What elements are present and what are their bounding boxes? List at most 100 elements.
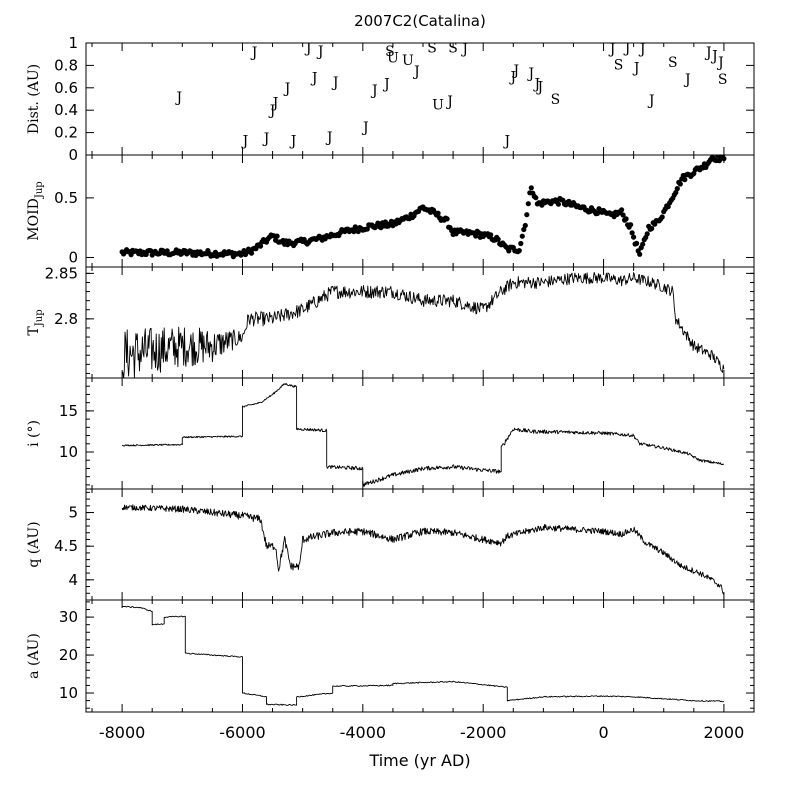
moid-point: [619, 207, 625, 213]
moid-point: [659, 214, 665, 220]
moid-point: [364, 226, 370, 232]
moid-point: [516, 248, 522, 254]
y-tick-label: 0.2: [54, 124, 78, 142]
moid-point: [649, 225, 655, 232]
moid-point: [524, 212, 530, 218]
encounter-J: J: [508, 70, 516, 86]
panel-tjup: 2.8 2.85 TJup: [26, 264, 755, 379]
y-axis-label: q (AU): [26, 521, 42, 567]
x-tick-label: -4000: [340, 723, 387, 742]
series-line-incl: [121, 383, 724, 487]
y-axis-label-subscript: Jup: [34, 181, 45, 199]
x-axis-label: Time (yr AD): [368, 751, 470, 770]
panel-frame: [85, 599, 755, 713]
encounter-J: J: [174, 90, 182, 106]
chart-title: 2007C2(Catalina): [354, 12, 486, 30]
moid-point: [522, 222, 528, 229]
y-axis-label: Dist. (AU): [26, 64, 42, 134]
moid-point: [721, 156, 727, 162]
encounter-J: J: [304, 40, 312, 56]
encounter-S: S: [614, 57, 624, 73]
moid-point: [555, 201, 562, 207]
moid-point: [637, 251, 643, 257]
encounter-S: S: [551, 92, 561, 108]
x-axis: -8000 -6000 -4000 -2000 0 2000: [99, 723, 744, 742]
panel-frame: [85, 377, 755, 490]
moid-point: [164, 248, 170, 254]
y-tick-label: 0.8: [54, 56, 78, 74]
encounter-J: J: [316, 44, 324, 60]
x-tick-label: -2000: [460, 723, 507, 742]
y-tick-label: 0.5: [54, 189, 78, 207]
moid-point: [623, 216, 629, 222]
y-tick-label: 0.6: [54, 79, 78, 97]
data-a: [122, 605, 725, 706]
encounter-J: J: [361, 120, 369, 136]
encounter-J: J: [241, 133, 249, 149]
moid-point: [674, 186, 680, 192]
panel-incl: 10 15 i (°): [26, 377, 755, 490]
encounter-J: J: [533, 76, 541, 92]
encounter-J: J: [370, 83, 378, 99]
y-tick-label: 15: [59, 402, 78, 420]
y-axis-label: i (°): [26, 420, 42, 447]
data-incl: [121, 383, 724, 487]
encounter-J: J: [647, 93, 655, 109]
encounter-S: S: [448, 40, 458, 56]
moid-point: [518, 240, 524, 247]
encounter-J: J: [716, 55, 724, 71]
encounter-J: J: [632, 61, 640, 77]
y-tick-label: 4: [68, 571, 78, 589]
encounter-J: J: [623, 40, 631, 56]
encounter-J: J: [638, 42, 646, 58]
moid-point: [677, 181, 683, 187]
x-tick-label: 0: [598, 723, 608, 742]
y-tick-label: 30: [59, 608, 78, 626]
moid-point: [631, 234, 637, 240]
y-tick-label: 1: [68, 34, 78, 52]
moid-point: [257, 243, 264, 249]
series-line-a: [122, 605, 725, 706]
moid-point: [473, 233, 479, 239]
encounter-J: J: [536, 80, 544, 96]
moid-point: [682, 177, 688, 183]
encounter-J: J: [460, 42, 468, 58]
y-axis-label: MOIDJup: [26, 181, 45, 240]
encounter-S: S: [668, 55, 678, 71]
y-tick-label: 2.85: [45, 264, 78, 282]
encounter-J: J: [382, 76, 390, 92]
encounter-S: S: [427, 40, 437, 56]
y-axis-label-subscript: Jup: [34, 309, 45, 327]
encounter-J: J: [445, 94, 453, 110]
panel-a: 10 20 30 a (AU): [26, 599, 755, 713]
encounter-J: J: [608, 42, 616, 58]
encounter-J: J: [710, 48, 718, 64]
encounter-J: J: [704, 45, 712, 61]
y-tick-label: 20: [59, 646, 78, 664]
moid-point: [435, 210, 441, 216]
encounter-S: S: [718, 72, 728, 88]
moid-point: [629, 230, 635, 236]
y-tick-label: 0: [68, 146, 78, 164]
moid-point: [521, 226, 527, 233]
y-tick-label: 10: [59, 443, 78, 461]
x-tick-label: -6000: [219, 723, 266, 742]
moid-point: [495, 236, 501, 242]
series-line-q: [121, 504, 725, 595]
encounter-J: J: [310, 71, 318, 87]
data-q: [121, 504, 725, 595]
y-tick-label: 5: [68, 504, 78, 522]
panel-q: 4 4.5 5 q (AU): [26, 488, 755, 601]
x-tick-label: -8000: [99, 723, 146, 742]
y-axis-label: TJup: [26, 309, 45, 335]
moid-point: [382, 219, 388, 225]
encounter-J: J: [502, 133, 510, 149]
encounter-J: J: [289, 133, 297, 149]
panel-moid: 0 0.5 MOIDJup: [26, 154, 755, 268]
series-line-tjup: [121, 271, 725, 378]
y-tick-label: 10: [59, 684, 78, 702]
moid-point: [640, 241, 646, 247]
moid-point: [691, 170, 697, 177]
